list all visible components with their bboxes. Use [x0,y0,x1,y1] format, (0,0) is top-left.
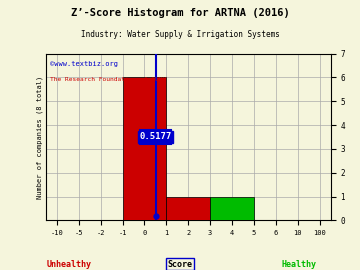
Text: The Research Foundation of SUNY: The Research Foundation of SUNY [50,77,167,82]
Bar [210,197,254,220]
Text: Unhealthy: Unhealthy [47,260,92,269]
Text: Healthy: Healthy [282,260,317,269]
Y-axis label: Number of companies (8 total): Number of companies (8 total) [37,75,43,199]
Text: Z’-Score Histogram for ARTNA (2016): Z’-Score Histogram for ARTNA (2016) [71,8,289,18]
Bar [122,77,166,220]
Text: Score: Score [167,260,193,269]
Text: 0.5177: 0.5177 [140,133,172,141]
Bar [166,197,210,220]
Text: ©www.textbiz.org: ©www.textbiz.org [50,61,118,67]
Text: Industry: Water Supply & Irrigation Systems: Industry: Water Supply & Irrigation Syst… [81,30,279,39]
